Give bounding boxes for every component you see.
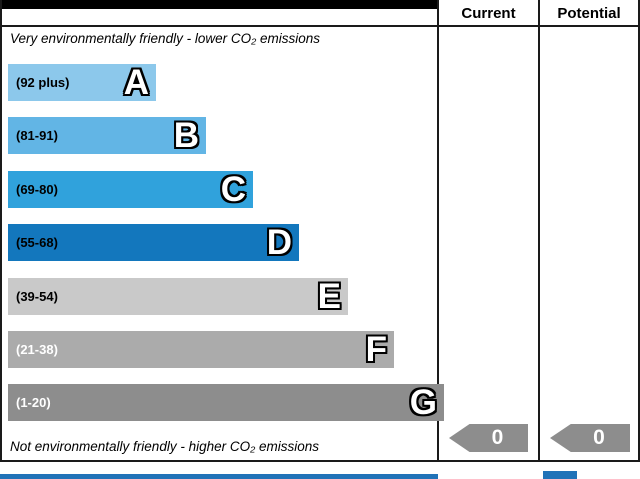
current-column-header: Current <box>461 4 516 22</box>
band-range-label: (1-20) <box>16 395 51 410</box>
rating-band-c: (69-80) C <box>8 171 253 208</box>
band-letter: B <box>173 116 199 155</box>
band-range-label: (21-38) <box>16 342 58 357</box>
band-range-label: (39-54) <box>16 289 58 304</box>
rating-band-d: (55-68) D <box>8 224 299 261</box>
current-rating-value: 0 <box>491 426 504 449</box>
top-caption: Very environmentally friendly - lower CO… <box>10 31 320 46</box>
bottom-caption: Not environmentally friendly - higher CO… <box>10 439 320 454</box>
table-border-left <box>0 0 2 461</box>
rating-band-g: (1-20) G <box>8 384 444 421</box>
band-range-label: (92 plus) <box>16 75 70 90</box>
band-range-label: (81-91) <box>16 128 58 143</box>
current-column-divider <box>437 0 439 461</box>
potential-column-header: Potential <box>557 4 621 22</box>
potential-rating-value: 0 <box>593 426 605 449</box>
potential-rating-arrow: 0 <box>550 424 630 452</box>
table-border-bottom <box>0 460 640 462</box>
title-band-partial <box>0 0 438 9</box>
band-letter: C <box>220 170 246 209</box>
rating-band-b: (81-91) B <box>8 117 206 154</box>
eu-flag-partial <box>543 471 577 479</box>
header-row-divider <box>0 25 640 27</box>
table-border-right <box>638 0 640 461</box>
band-range-label: (55-68) <box>16 235 58 250</box>
rating-band-a: (92 plus) A <box>8 64 156 101</box>
rating-band-e: (39-54) E <box>8 278 348 315</box>
band-letter: F <box>365 330 387 369</box>
band-letter: E <box>317 277 341 316</box>
band-letter: G <box>409 383 437 422</box>
rating-band-f: (21-38) F <box>8 331 394 368</box>
band-range-label: (69-80) <box>16 182 58 197</box>
potential-column-divider <box>538 0 540 461</box>
band-letter: A <box>123 63 149 102</box>
footer-blue-strip-partial <box>0 474 438 479</box>
current-rating-arrow: 0 <box>449 424 528 452</box>
band-letter: D <box>266 223 292 262</box>
